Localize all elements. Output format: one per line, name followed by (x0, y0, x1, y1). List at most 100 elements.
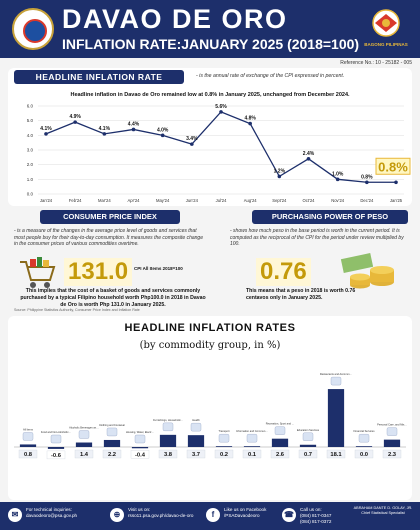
category-label: Furnishings, Household…Furnishings, Hous… (153, 418, 183, 422)
header-banner: DAVAO DE ORO INFLATION RATE:JANUARY 2025… (0, 0, 420, 58)
globe-icon: ⊕ (110, 508, 124, 522)
data-point (190, 142, 194, 146)
footer-web-url[interactable]: rsso11.psa.gov.ph/davao-de-oro (128, 513, 194, 518)
cpi-explanation: This implies that the cost of a basket o… (20, 288, 206, 308)
category-label: Food and Non-Alcoholic…Food and Non-Alco… (41, 430, 72, 434)
facebook-icon: f (206, 508, 220, 522)
signatory: ABRAHAM DANTE D. GOLAY, JR. Chief Statis… (353, 506, 413, 515)
data-label: 4.0% (157, 127, 169, 133)
data-label: 1.2% (274, 168, 286, 174)
ppp-value: 0.76 (256, 258, 311, 286)
data-label: 0.8% (361, 174, 373, 180)
x-tick-label: Jul'24 (216, 198, 227, 203)
x-tick-label: May'24 (156, 198, 170, 203)
value-pill (102, 449, 122, 459)
commodity-bar (47, 447, 65, 449)
y-tick-label: 6.0 (27, 104, 34, 109)
x-tick-label: Sept'24 (272, 198, 287, 203)
data-point (73, 120, 77, 124)
footer-inquiries-label: For technical inquiries: (26, 507, 72, 512)
page-title: DAVAO DE ORO (62, 4, 288, 34)
value-pill (186, 449, 206, 459)
bar-value-label: 0.7 (304, 452, 312, 458)
category-label: Information and Commun…Information and C… (236, 429, 268, 433)
data-label: 2.4% (303, 151, 315, 157)
commodity-bar (159, 434, 177, 447)
psa-logo-icon (12, 8, 54, 50)
reference-number: Reference No.: 10 - 25182 - 005 (340, 60, 412, 66)
commodity-icon (162, 422, 174, 432)
headline-line-chart: 0.0 1.0 2.0 3.0 4.0 5.0 6.0 4.1% Jan'24 4.9% Feb'2… (27, 104, 411, 203)
headline-panel (8, 68, 412, 206)
headline-definition: - is the annual rate of exchange of the … (196, 73, 345, 79)
footer-inquiries: For technical inquiries: davaodeoro@psa.… (26, 507, 77, 519)
data-point (394, 180, 398, 185)
bar-value-label: 3.7 (192, 452, 200, 458)
value-pill (354, 449, 374, 459)
page-subtitle: INFLATION RATE:JANUARY 2025 (2018=100) (62, 36, 360, 52)
data-label: 4.9% (69, 114, 81, 120)
data-point (277, 174, 282, 179)
commodity-bar-chart: 0.8 All ItemsAll Items -0.6 Food and Non-Al… (14, 372, 407, 460)
commodity-icon (106, 427, 118, 437)
category-label: Clothing and FootwearClothing and Footwe… (99, 423, 125, 427)
commodity-icon (50, 434, 62, 444)
footer-facebook: Like us on Facebook /PSADavaodeoro (224, 507, 266, 519)
commodity-icon (302, 432, 314, 441)
coins-icon (340, 253, 394, 289)
category-label: Recreation, Sport and …Recreation, Sport… (266, 422, 295, 426)
commodity-bar (243, 446, 261, 447)
value-pill (130, 450, 150, 459)
commodity-icon (218, 433, 230, 443)
bar-value-label: 18.1 (330, 452, 342, 458)
shopping-cart-icon (20, 257, 56, 288)
footer-facebook-handle[interactable]: /PSADavaodeoro (224, 513, 260, 518)
data-label: 4.1% (99, 126, 111, 132)
data-point (365, 180, 369, 185)
data-label: 1.0% (332, 171, 344, 177)
category-label: HealthHealth (192, 418, 200, 422)
category-label: Alcoholic Beverages an…Alcoholic Beverag… (69, 426, 99, 430)
x-tick-label: Apr'24 (128, 198, 141, 203)
value-pill (74, 449, 94, 459)
commodity-icon (358, 433, 370, 443)
category-label: TransportTransport (218, 429, 229, 433)
data-point (102, 132, 107, 136)
ppp-explanation: This means that a peso in 2018 is worth … (246, 288, 356, 301)
category-label: Personal Care, and Mis…Personal Care, an… (377, 423, 407, 427)
footer-call: Call us on: (084) 817-0347 (084) 817-037… (300, 507, 331, 525)
phone-icon: ☎ (282, 508, 296, 522)
bagong-pilipinas-text: BAGONG PILIPINAS (364, 42, 408, 47)
bar-value-label: 2.6 (276, 452, 285, 458)
category-label: Education ServicesEducation Services (297, 428, 320, 432)
data-label: 4.1% (40, 126, 52, 132)
commodity-bar (131, 447, 149, 449)
commodity-bar (383, 439, 401, 447)
commodity-bar (187, 435, 205, 447)
footer-call-2: (084) 817-0372 (300, 519, 332, 524)
headline-caption: Headline inflation in Davao de Oro remai… (70, 92, 350, 98)
bar-value-label: 0.2 (220, 452, 228, 458)
cpi-definition: - is a measure of the changes in the ave… (14, 228, 203, 247)
category-label: Financial ServicesFinancial Services (353, 429, 375, 433)
commodity-icon (22, 432, 34, 441)
y-tick-label: 5.0 (27, 118, 34, 123)
bar-value-label: -0.4 (135, 452, 146, 458)
data-point (335, 177, 340, 182)
y-tick-label: 4.0 (27, 133, 34, 138)
category-label: Restaurants and Accomm…Restaurants and A… (320, 372, 353, 376)
inflation-line (45, 111, 396, 183)
x-tick-label: Dec'24 (360, 198, 374, 203)
commodity-bar (19, 444, 37, 447)
commodity-icon (78, 430, 90, 439)
commodity-bar (215, 446, 233, 447)
email-icon: ✉ (8, 508, 22, 522)
bar-value-label: 0.1 (248, 452, 257, 458)
data-point (44, 132, 48, 136)
commodity-bar (75, 442, 93, 447)
highlight-box (375, 157, 411, 175)
footer-inquiries-email[interactable]: davaodeoro@psa.gov.ph (26, 513, 78, 518)
commodity-icon (246, 433, 258, 443)
x-tick-label: Jan'24 (40, 198, 53, 203)
footer-call-label: Call us on: (300, 507, 322, 512)
